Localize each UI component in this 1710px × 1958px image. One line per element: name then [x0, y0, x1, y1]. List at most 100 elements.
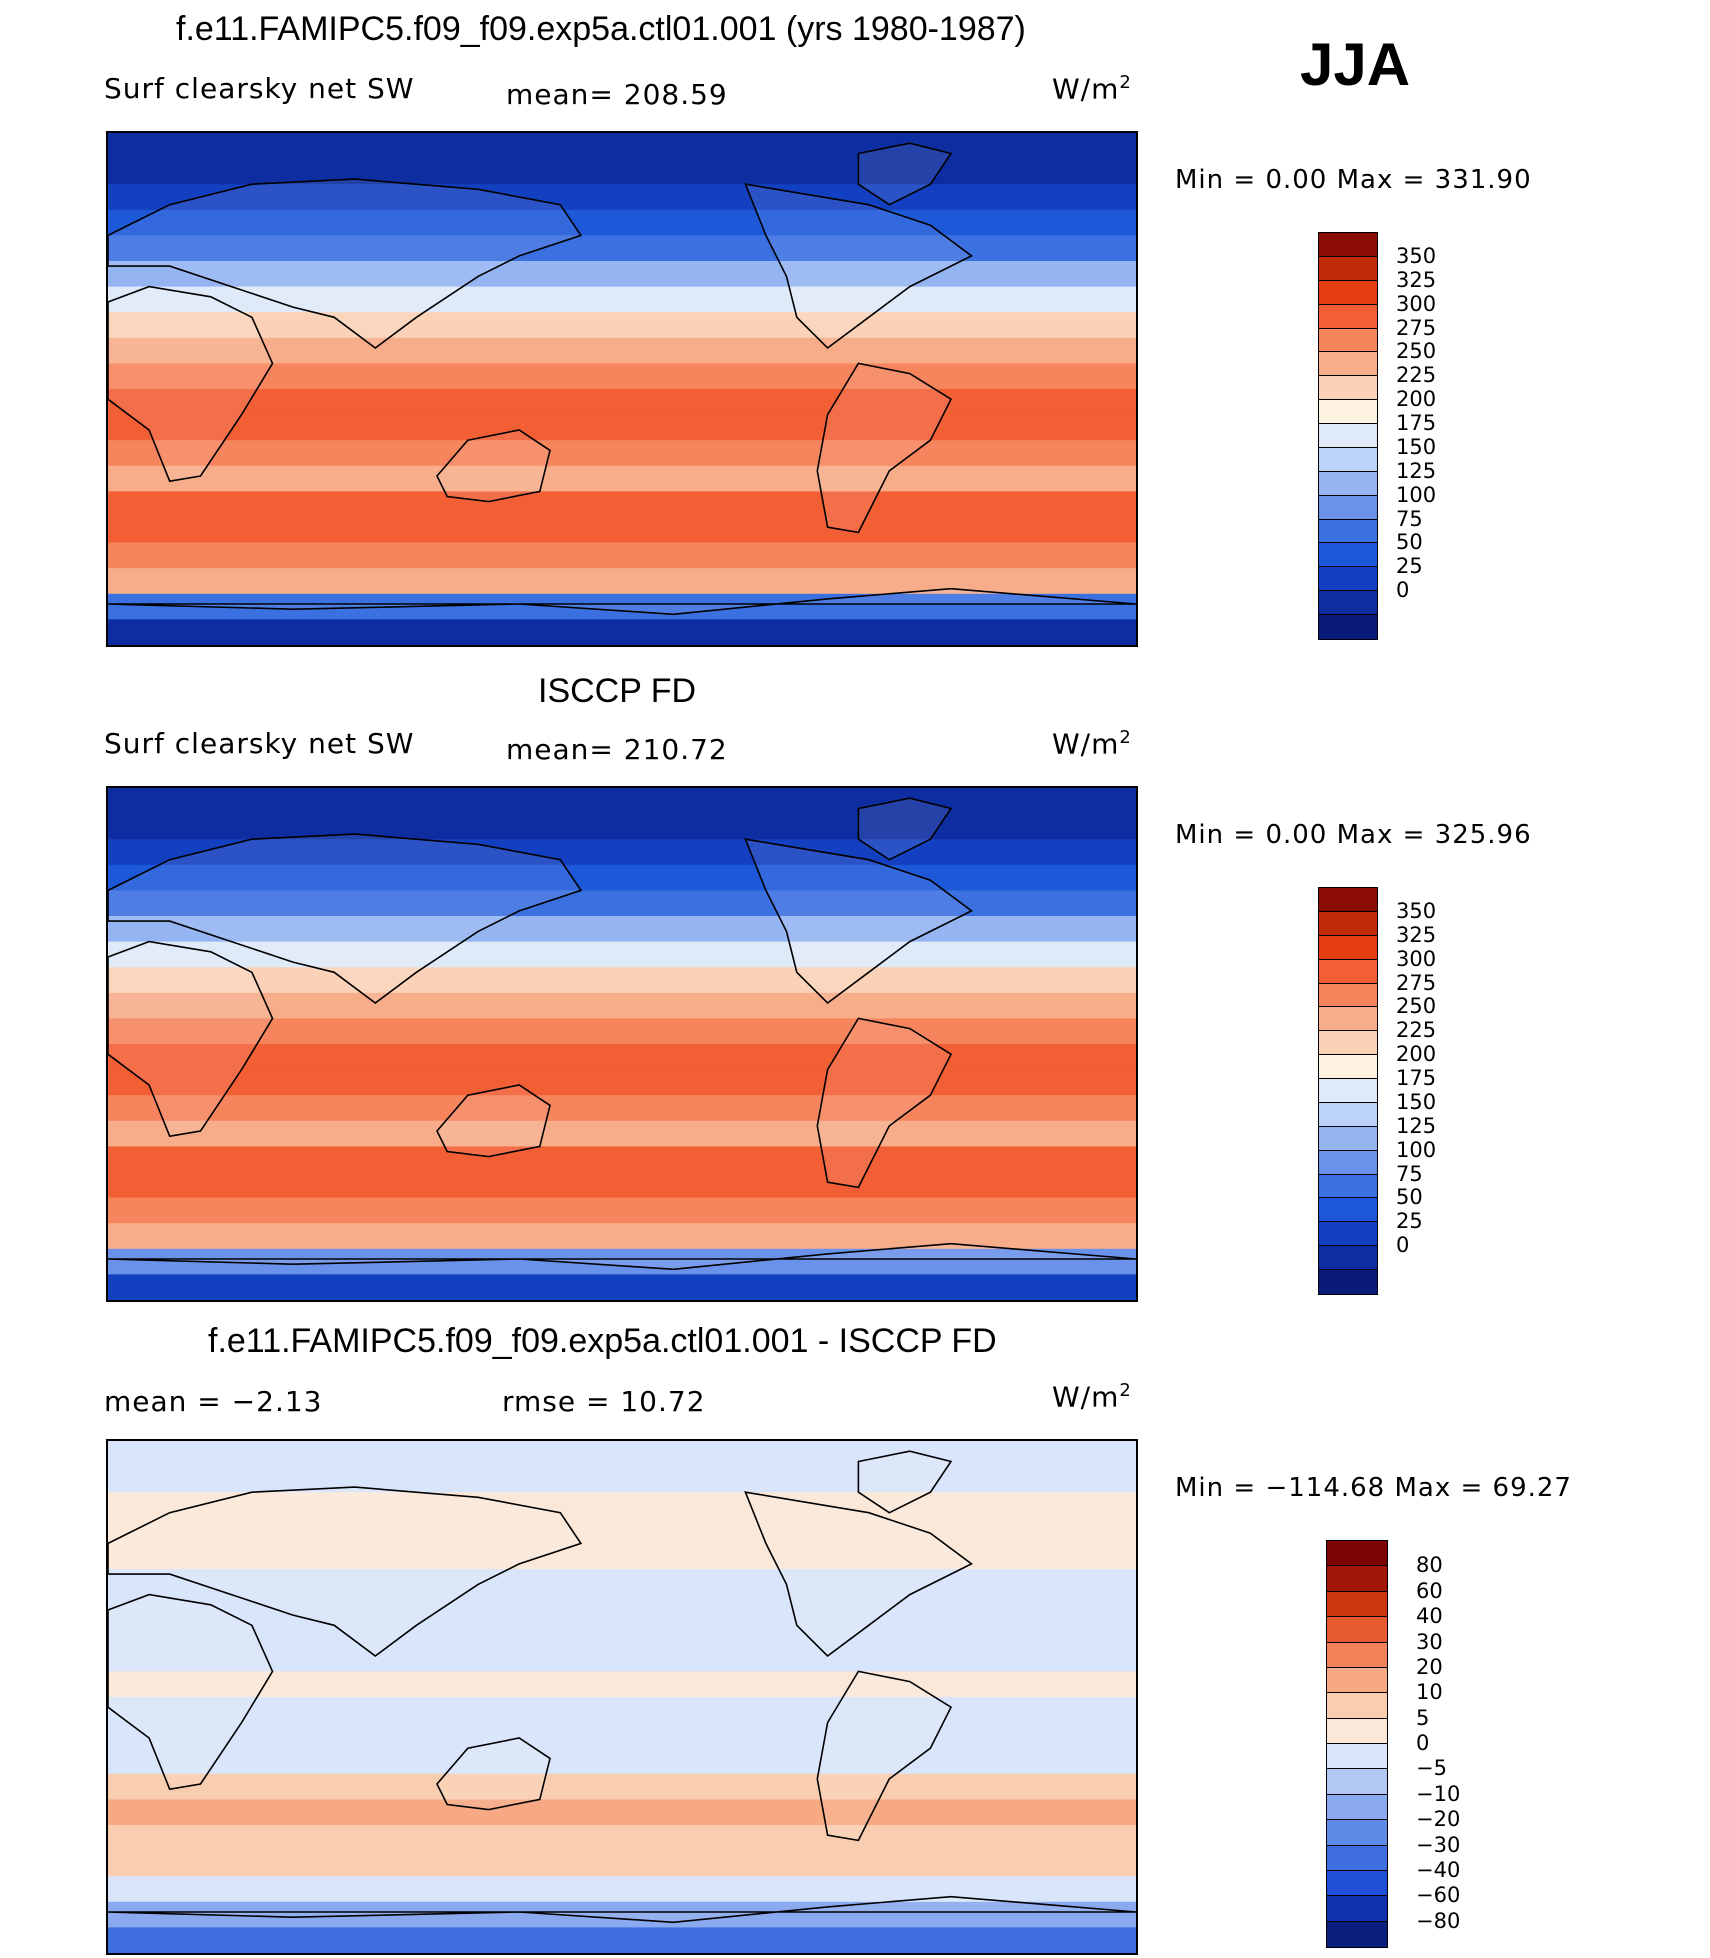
colorbar-segment [1319, 543, 1377, 568]
lat-band [108, 133, 1136, 160]
panel3-title: f.e11.FAMIPC5.f09_f09.exp5a.ctl01.001 - … [208, 1322, 997, 1360]
lat-band [108, 1492, 1136, 1519]
colorbar-segment [1319, 567, 1377, 592]
panel2-mean-label: mean= 210.72 [506, 733, 728, 766]
panel1-map-svg [108, 133, 1136, 645]
lat-band [108, 1620, 1136, 1647]
lat-band [108, 1645, 1136, 1672]
colorbar-tick-label: 275 [1396, 970, 1437, 995]
latitude-bands [108, 1441, 1136, 1953]
colorbar-tick-label: 325 [1396, 922, 1437, 947]
lat-band [108, 813, 1136, 840]
lat-band [108, 1697, 1136, 1724]
colorbar-tick-label: 200 [1396, 1042, 1437, 1067]
lat-band [108, 839, 1136, 866]
lat-band [108, 414, 1136, 441]
colorbar-segment [1319, 233, 1377, 257]
panel1-title: f.e11.FAMIPC5.f09_f09.exp5a.ctl01.001 (y… [176, 10, 1026, 48]
colorbar-tick-label: 5 [1416, 1705, 1430, 1730]
panel3-minmax: Min = −114.68 Max = 69.27 [1175, 1473, 1572, 1503]
coastline [108, 178, 583, 349]
coastlines [108, 142, 1136, 616]
coastline [108, 1593, 274, 1791]
lat-band [108, 1901, 1136, 1928]
panel1-variable-label: Surf clearsky net SW [104, 72, 415, 105]
lat-band [108, 389, 1136, 416]
coastline [108, 285, 274, 483]
panel2-map [106, 786, 1138, 1302]
panel3-colorbar [1326, 1540, 1388, 1948]
lat-band [108, 235, 1136, 262]
colorbar-segment [1319, 376, 1377, 401]
colorbar-segment [1319, 424, 1377, 448]
colorbar-segment [1327, 1541, 1387, 1567]
lat-band [108, 1799, 1136, 1826]
coastlines [108, 1450, 1136, 1924]
colorbar-tick-label: 60 [1416, 1578, 1443, 1603]
lat-band [108, 992, 1136, 1019]
colorbar-segment [1327, 1769, 1387, 1795]
coastline [108, 1895, 1136, 1924]
colorbar-tick-label: 40 [1416, 1604, 1443, 1629]
colorbar-segment [1319, 447, 1377, 472]
latitude-bands [108, 133, 1136, 645]
lat-band [108, 916, 1136, 943]
lat-band [108, 1044, 1136, 1071]
colorbar-tick-label: −60 [1416, 1883, 1461, 1908]
colorbar-segment [1319, 1079, 1377, 1103]
colorbar-tick-label: 100 [1396, 482, 1437, 507]
colorbar-segment [1327, 1820, 1387, 1846]
colorbar-segment [1327, 1794, 1387, 1821]
colorbar-segment [1319, 1055, 1377, 1079]
colorbar-tick-label: 325 [1396, 267, 1437, 292]
colorbar-tick-label: 225 [1396, 363, 1437, 388]
colorbar-tick-label: −10 [1416, 1781, 1461, 1806]
colorbar-tick-label: 175 [1396, 411, 1437, 436]
latitude-bands [108, 788, 1136, 1300]
colorbar-segment [1319, 1270, 1377, 1294]
colorbar-tick-label: 275 [1396, 315, 1437, 340]
lat-band [108, 1671, 1136, 1698]
lat-band [108, 967, 1136, 994]
lat-band [108, 1543, 1136, 1570]
colorbar-tick-label: 0 [1396, 578, 1410, 603]
lat-band [108, 890, 1136, 917]
lat-band [108, 337, 1136, 364]
lat-band [108, 1197, 1136, 1224]
coastline [744, 1491, 974, 1658]
lat-band [108, 1594, 1136, 1621]
lat-band [108, 440, 1136, 467]
panel1-colorbar [1318, 232, 1378, 640]
colorbar-segment [1327, 1718, 1387, 1744]
lat-band [108, 363, 1136, 390]
coastline [108, 587, 1136, 616]
lat-band [108, 1517, 1136, 1544]
colorbar-tick-label: 25 [1396, 554, 1423, 579]
coastline [816, 1017, 953, 1189]
lat-band [108, 788, 1136, 815]
colorbar-tick-label: 75 [1396, 1161, 1423, 1186]
colorbar-tick-label: 50 [1396, 530, 1423, 555]
colorbar-segment [1327, 1845, 1387, 1871]
coastline [436, 429, 551, 503]
colorbar-segment [1319, 400, 1377, 424]
colorbar-segment [1319, 935, 1377, 960]
lat-band [108, 593, 1136, 620]
colorbar-tick-label: 150 [1396, 434, 1437, 459]
lat-band [108, 542, 1136, 569]
colorbar-tick-label: 20 [1416, 1654, 1443, 1679]
coastline [108, 1486, 583, 1657]
colorbar-segment [1319, 959, 1377, 984]
coastline [744, 838, 974, 1005]
colorbar-tick-label: −5 [1416, 1756, 1447, 1781]
colorbar-tick-label: 30 [1416, 1629, 1443, 1654]
colorbar-tick-label: 175 [1396, 1066, 1437, 1091]
colorbar-segment [1319, 280, 1377, 305]
colorbar-segment [1319, 1007, 1377, 1032]
colorbar-segment [1319, 1150, 1377, 1175]
colorbar-tick-label: 0 [1416, 1731, 1430, 1755]
colorbar-tick-label: 100 [1396, 1137, 1437, 1162]
lat-band [108, 261, 1136, 288]
colorbar-segment [1319, 471, 1377, 496]
season-label: JJA [1300, 31, 1411, 98]
